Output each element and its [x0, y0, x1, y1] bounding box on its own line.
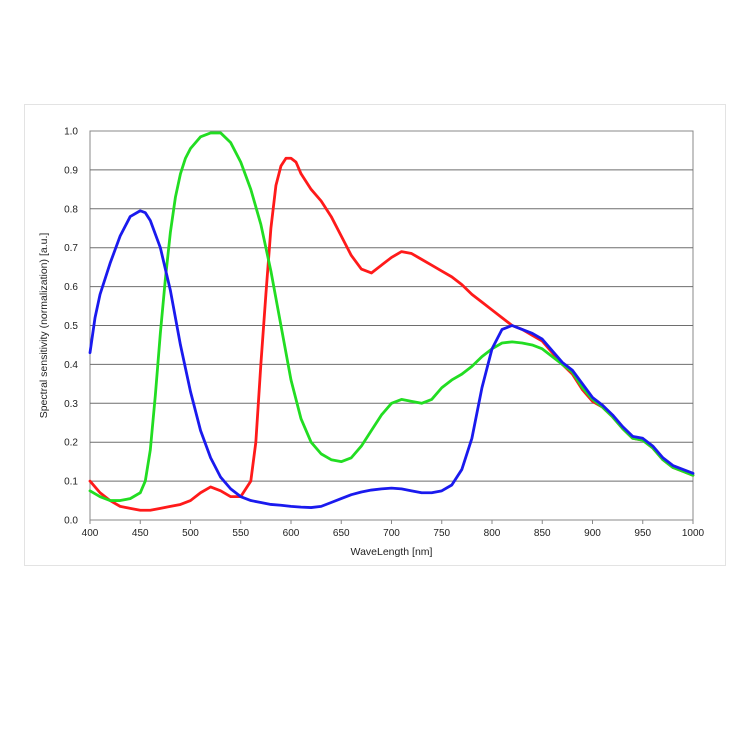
y-tick-label: 0.8	[64, 204, 78, 215]
x-tick-label: 850	[534, 528, 551, 539]
x-tick-label: 1000	[682, 528, 705, 539]
y-tick-label: 0.1	[64, 477, 78, 488]
x-tick-label: 600	[283, 528, 300, 539]
chart-frame: 0.0 0.1 0.2 0.3 0.4 0.5 0.6 0.7 0.8 0.9 1.0 400 450 5…	[24, 104, 726, 566]
spectral-sensitivity-chart: 0.0 0.1 0.2 0.3 0.4 0.5 0.6 0.7 0.8 0.9 1.0 400 450 5…	[38, 127, 705, 559]
x-tick-label: 500	[182, 528, 199, 539]
y-tick-label: 0.4	[64, 360, 78, 371]
x-tick-label: 650	[333, 528, 350, 539]
y-tick-label: 1.0	[64, 127, 78, 138]
y-tick-label: 0.2	[64, 438, 78, 449]
y-axis-label: Spectral sensitivity (normalization) [a.…	[38, 233, 50, 419]
x-axis-label: WaveLength [nm]	[351, 546, 433, 558]
x-tick-label: 950	[634, 528, 651, 539]
y-tick-label: 0.6	[64, 282, 78, 293]
series-line-2	[88, 131, 695, 502]
y-tick-label: 0.7	[64, 243, 78, 254]
x-tick-label: 700	[383, 528, 400, 539]
y-tick-label: 0.0	[64, 516, 78, 527]
x-tick-label: 450	[132, 528, 149, 539]
x-tick-label: 800	[484, 528, 501, 539]
x-tick-label: 900	[584, 528, 601, 539]
x-tick-label: 750	[433, 528, 450, 539]
y-tick-label: 0.5	[64, 321, 78, 332]
series-line-3	[88, 209, 695, 509]
y-tick-label: 0.9	[64, 165, 78, 176]
y-tick-label: 0.3	[64, 399, 78, 410]
x-tick-label: 550	[232, 528, 249, 539]
x-tick-label: 400	[82, 528, 99, 539]
